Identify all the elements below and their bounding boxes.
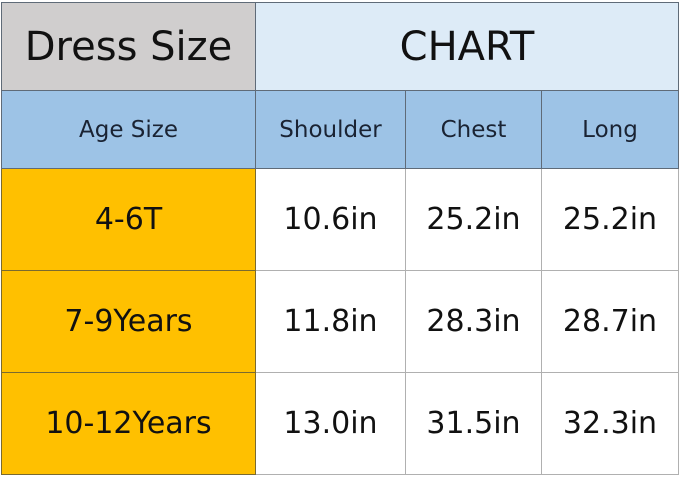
long-cell: 25.2in bbox=[541, 168, 679, 271]
title-row: Dress Size CHART bbox=[1, 2, 679, 91]
header-chest: Chest bbox=[405, 90, 542, 169]
header-shoulder: Shoulder bbox=[255, 90, 406, 169]
chest-cell: 25.2in bbox=[405, 168, 542, 271]
age-cell: 7-9Years bbox=[1, 270, 256, 373]
shoulder-cell: 10.6in bbox=[255, 168, 406, 271]
age-cell: 10-12Years bbox=[1, 372, 256, 475]
shoulder-cell: 11.8in bbox=[255, 270, 406, 373]
long-cell: 32.3in bbox=[541, 372, 679, 475]
chest-cell: 28.3in bbox=[405, 270, 542, 373]
long-cell: 28.7in bbox=[541, 270, 679, 373]
table-row: 7-9Years 11.8in 28.3in 28.7in bbox=[1, 270, 679, 373]
age-cell: 4-6T bbox=[1, 168, 256, 271]
table-row: 4-6T 10.6in 25.2in 25.2in bbox=[1, 168, 679, 271]
header-row: Age Size Shoulder Chest Long bbox=[1, 90, 679, 169]
header-age-size: Age Size bbox=[1, 90, 256, 169]
chest-cell: 31.5in bbox=[405, 372, 542, 475]
table-row: 10-12Years 13.0in 31.5in 32.3in bbox=[1, 372, 679, 475]
shoulder-cell: 13.0in bbox=[255, 372, 406, 475]
title-dress-size: Dress Size bbox=[1, 2, 256, 91]
header-long: Long bbox=[541, 90, 679, 169]
title-chart: CHART bbox=[255, 2, 679, 91]
